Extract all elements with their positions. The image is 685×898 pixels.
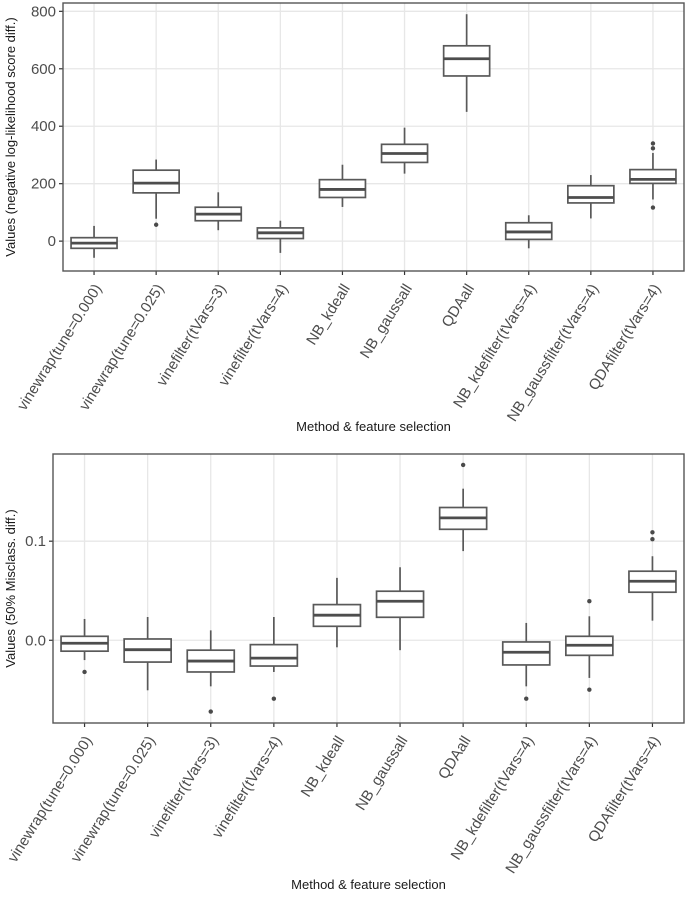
- x-tick-label: QDAall: [435, 733, 475, 782]
- outlier-point: [587, 687, 592, 692]
- outlier-point: [82, 669, 87, 675]
- y-tick-label: 0: [48, 233, 56, 250]
- outlier-point: [153, 222, 159, 227]
- x-tick-label: QDAall: [438, 281, 478, 330]
- y-tick-label: 600: [31, 61, 56, 78]
- box: [442, 44, 491, 77]
- box: [132, 169, 180, 194]
- box: [566, 184, 615, 204]
- outlier-point: [271, 696, 277, 701]
- x-tick-label: NB_gaussall: [357, 281, 416, 361]
- chart-negative-loglikelihood: 0 200 400 600 800 vinewrap(tune=0.000) vinewra…: [0, 0, 685, 443]
- box: [629, 168, 677, 185]
- y-tick-label: 400: [31, 118, 56, 135]
- x-tick-label: vinefilter(tVars=3): [146, 733, 222, 841]
- outlier-point: [650, 205, 656, 210]
- x-tick-label: vinefilter(tVars=3): [153, 281, 229, 389]
- panel-border: [62, 2, 685, 272]
- outlier-point: [460, 462, 466, 468]
- outlier-point: [524, 696, 529, 701]
- chart-misclassification: 0.0 0.1 vinewrap(tune=0.000) vinewrap(tune=…: [0, 443, 685, 898]
- panel-background: [53, 454, 684, 723]
- panel-border: [52, 453, 685, 724]
- x-tick-label: NB_gaussall: [352, 733, 411, 813]
- x-tick-label: QDAfilter(tVars=4): [585, 733, 664, 845]
- x-tick-label: vinefilter(tVars=4): [209, 733, 285, 841]
- box: [375, 590, 425, 619]
- outlier-point: [650, 530, 655, 535]
- y-tick-label: 0.1: [25, 533, 46, 550]
- y-axis-title: Values (negative log-likelihood score di…: [3, 17, 18, 256]
- y-tick-label: 0.0: [25, 632, 46, 649]
- y-tick-label: 200: [31, 176, 56, 193]
- box: [249, 643, 299, 667]
- y-axis-title: Values (50% Misclass. diff.): [3, 509, 18, 667]
- x-tick-label: vinefilter(tVars=4): [215, 281, 291, 389]
- boxplot-bottom-svg: 0.00.1vinewrap(tune=0.000)vinewrap(tune=…: [3, 453, 685, 892]
- x-tick-label: NB_kdeall: [303, 281, 354, 348]
- outlier-point: [587, 599, 592, 604]
- boxplot-top-svg: 0200400600800vinewrap(tune=0.000)vinewra…: [3, 2, 685, 434]
- x-axis-title: Method & feature selection: [291, 877, 446, 892]
- y-tick-label: 800: [31, 3, 56, 20]
- panel-background: [63, 3, 684, 271]
- outlier-point: [650, 141, 656, 146]
- x-axis-title: Method & feature selection: [296, 419, 451, 434]
- outlier-point: [650, 537, 655, 542]
- outlier-point: [208, 709, 213, 714]
- outlier-point: [650, 146, 656, 151]
- x-tick-label: NB_kdeall: [298, 733, 349, 800]
